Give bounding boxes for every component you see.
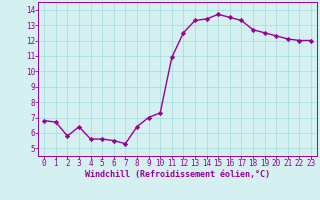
X-axis label: Windchill (Refroidissement éolien,°C): Windchill (Refroidissement éolien,°C) xyxy=(85,170,270,179)
